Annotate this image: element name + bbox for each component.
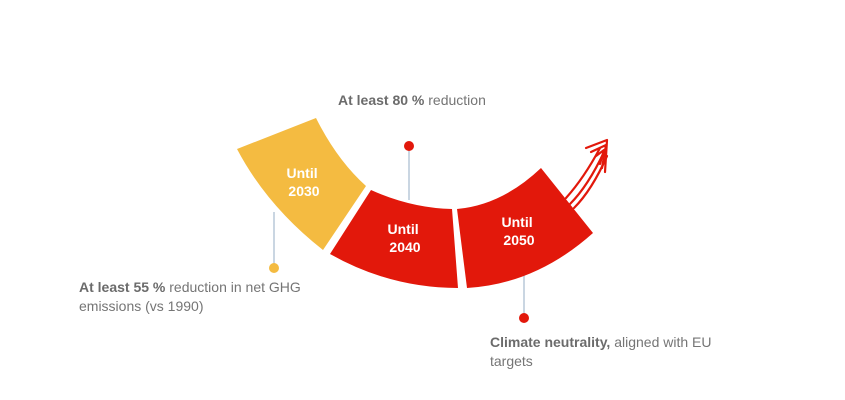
marker-2050 <box>519 313 529 323</box>
annotation-2040: At least 80 % reduction <box>338 91 486 110</box>
segment-2040-label: Until 2040 <box>388 221 423 255</box>
marker-2040 <box>404 141 414 151</box>
upward-trend-arrow-icon <box>564 138 609 210</box>
segment-2030 <box>237 118 366 250</box>
annotation-2050: Climate neutrality, aligned with EU targ… <box>490 333 750 371</box>
annotation-2050-bold: Climate neutrality, <box>490 334 611 350</box>
segment-2030-label: Until 2030 <box>287 165 322 199</box>
annotation-2050-text: aligned with EU targets <box>490 334 712 369</box>
segment-2050 <box>457 168 593 288</box>
segment-2050-label: Until 2050 <box>502 214 537 248</box>
annotation-2040-text: reduction <box>424 92 486 108</box>
marker-2030 <box>269 263 279 273</box>
annotation-2030: At least 55 % reduction in net GHG emiss… <box>79 278 339 316</box>
annotation-2040-bold: At least 80 % <box>338 92 425 108</box>
segment-2040 <box>330 190 458 288</box>
annotation-2030-bold: At least 55 % <box>79 279 166 295</box>
annotation-2030-text: reduction in net GHG emissions (vs 1990) <box>79 279 301 314</box>
